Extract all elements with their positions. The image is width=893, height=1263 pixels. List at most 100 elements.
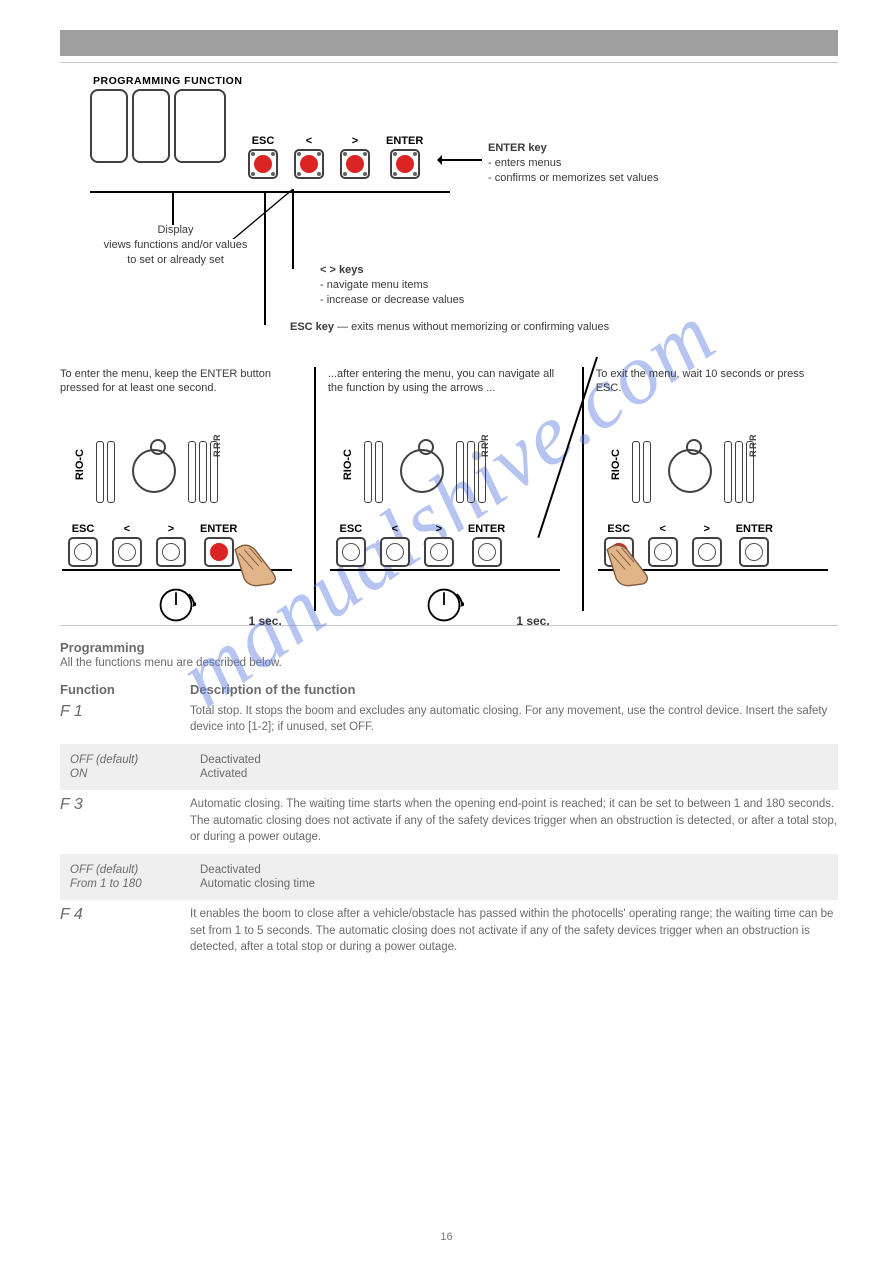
panel-row <box>90 73 226 163</box>
col-description: Description of the function <box>190 682 355 697</box>
right-label: > <box>704 523 710 535</box>
esc-button[interactable] <box>248 149 278 179</box>
display-arrow-icon <box>172 191 174 225</box>
vbars-icon <box>96 441 115 503</box>
f1-desc: Total stop. It stops the boom and exclud… <box>190 703 838 736</box>
opt-val: Automatic closing time <box>200 878 828 890</box>
rio-c-label: RIO-C <box>610 449 622 480</box>
right-label: > <box>168 523 174 535</box>
r-labels: R R R <box>212 435 222 457</box>
left-label: < <box>392 523 398 535</box>
right-button[interactable] <box>692 537 722 567</box>
rule-top <box>60 62 838 63</box>
f3-name: F 3 <box>60 796 190 846</box>
step-1: To enter the menu, keep the ENTER button… <box>60 367 302 611</box>
header-bar <box>60 30 838 56</box>
enter-annotation: ENTER key - enters menus - confirms or m… <box>488 141 659 186</box>
arrows-ann-title: < > keys <box>320 264 363 276</box>
f4-desc: It enables the boom to close after a veh… <box>190 906 838 956</box>
opt-row: ONActivated <box>70 768 828 780</box>
left-button[interactable] <box>294 149 324 179</box>
enter-ann-body: - enters menus - confirms or memorizes s… <box>488 156 659 186</box>
r-labels: R R R <box>748 435 758 457</box>
finger-icon <box>228 541 282 589</box>
right-button[interactable] <box>156 537 186 567</box>
left-button[interactable] <box>112 537 142 567</box>
esc-label: ESC <box>340 523 363 535</box>
func-row-f4: F 4 It enables the boom to close after a… <box>60 906 838 956</box>
opt-key: ON <box>70 768 200 780</box>
f3-options: OFF (default)Deactivated From 1 to 180Au… <box>60 854 838 900</box>
func-row-f3: F 3 Automatic closing. The waiting time … <box>60 796 838 846</box>
arrows-arrow-icon <box>292 189 294 269</box>
display-boxes <box>90 89 226 163</box>
r-labels: R R R <box>480 435 490 457</box>
knob-icon <box>400 449 444 493</box>
left-label: < <box>124 523 130 535</box>
display-box <box>174 89 226 163</box>
enter-label: ENTER <box>468 523 505 535</box>
opt-row: From 1 to 180Automatic closing time <box>70 878 828 890</box>
right-button[interactable] <box>424 537 454 567</box>
arrows-ann-body: - navigate menu items - increase or decr… <box>320 278 590 308</box>
esc-button[interactable] <box>336 537 366 567</box>
diagram-top: PROGRAMMING FUNCTION ESC < > ENTER <box>60 73 838 353</box>
opt-val: Activated <box>200 768 828 780</box>
arrows-annotation: < > keys - navigate menu items - increas… <box>320 263 590 308</box>
enter-button-col: ENTER <box>386 135 423 179</box>
enter-button[interactable] <box>390 149 420 179</box>
esc-ann-body-text: exits menus without memorizing or confir… <box>351 321 609 333</box>
step-1-text: To enter the menu, keep the ENTER button… <box>60 367 302 431</box>
step-2-diagram: RIO-C R R R ESC < > ENTER 1 sec. <box>328 431 570 611</box>
opt-val: Deactivated <box>200 754 828 766</box>
vbars-icon <box>364 441 383 503</box>
enter-button[interactable] <box>472 537 502 567</box>
clock-icon: 1 sec. <box>156 585 282 641</box>
esc-ann-title: ESC key <box>290 321 334 333</box>
mini-buttons: ESC < > ENTER <box>68 523 237 567</box>
enter-label: ENTER <box>736 523 773 535</box>
underline <box>330 569 560 571</box>
step-3: To exit the menu, wait 10 seconds or pre… <box>596 367 838 611</box>
button-row: ESC < > ENTER <box>248 135 423 179</box>
step-2: ...after entering the menu, you can navi… <box>328 367 570 611</box>
left-button-col: < <box>294 135 324 179</box>
opt-key: From 1 to 180 <box>70 878 200 890</box>
steps-row: To enter the menu, keep the ENTER button… <box>60 367 838 611</box>
step-3-diagram: RIO-C R R R ESC < > ENTER <box>596 431 838 611</box>
knob-icon <box>668 449 712 493</box>
step-3-text: To exit the menu, wait 10 seconds or pre… <box>596 367 838 431</box>
divider <box>314 367 316 611</box>
display-annotation: Display views functions and/or values to… <box>88 223 263 268</box>
display-box <box>132 89 170 163</box>
step-2-text: ...after entering the menu, you can navi… <box>328 367 570 431</box>
right-button[interactable] <box>340 149 370 179</box>
func-table-head: Function Description of the function <box>60 682 838 697</box>
f1-name: F 1 <box>60 703 190 736</box>
underline <box>90 191 450 193</box>
esc-ann-body: — <box>337 321 351 333</box>
display-box <box>90 89 128 163</box>
esc-label: ESC <box>252 135 275 147</box>
opt-key: OFF (default) <box>70 754 200 766</box>
finger-icon <box>600 541 654 589</box>
left-label: < <box>660 523 666 535</box>
col-function: Function <box>60 682 190 697</box>
page-number: 16 <box>0 1231 893 1243</box>
step-1-sec: 1 sec. <box>248 614 281 628</box>
esc-arrow-icon <box>264 191 266 325</box>
esc-label: ESC <box>72 523 95 535</box>
right-label: > <box>352 135 358 147</box>
page: manualshive.com PROGRAMMING FUNCTION ESC… <box>0 0 893 1263</box>
opt-val: Deactivated <box>200 864 828 876</box>
mini-buttons: ESC < > ENTER <box>336 523 505 567</box>
enter-arrow-icon <box>440 159 482 161</box>
enter-label: ENTER <box>200 523 237 535</box>
esc-button-col: ESC <box>248 135 278 179</box>
esc-button[interactable] <box>68 537 98 567</box>
enter-label: ENTER <box>386 135 423 147</box>
enter-button[interactable] <box>739 537 769 567</box>
f1-options: OFF (default)Deactivated ONActivated <box>60 744 838 790</box>
left-button[interactable] <box>380 537 410 567</box>
right-label: > <box>436 523 442 535</box>
